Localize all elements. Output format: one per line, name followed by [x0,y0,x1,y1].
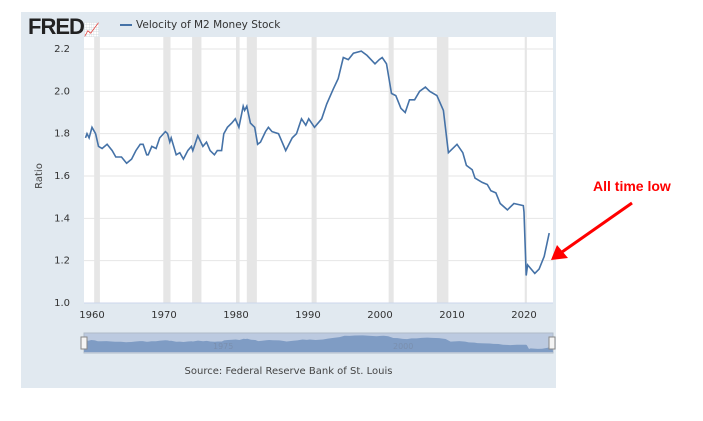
x-tick-label: 1960 [79,310,104,321]
legend-swatch [120,24,132,26]
y-tick-label: 1.8 [54,129,70,140]
navigator-right-handle[interactable] [548,336,556,350]
y-tick-label: 1.2 [54,256,70,267]
x-tick-label: 2020 [511,310,536,321]
recession-band [192,37,202,303]
x-tick-label: 2010 [439,310,464,321]
annotation-text: All time low [593,178,671,194]
recession-band [524,37,527,303]
recession-band [311,37,317,303]
recession-band [388,37,394,303]
x-tick-label: 2000 [367,310,392,321]
series-line [84,50,550,276]
recession-band [236,37,240,303]
legend-label: Velocity of M2 Money Stock [136,19,281,31]
recession-band [246,37,257,303]
fred-logo[interactable]: FRED📈 [28,14,100,40]
source-note: Source: Federal Reserve Bank of St. Loui… [184,366,393,377]
logo-text: FRED [28,14,85,39]
annotation-arrow [551,201,633,260]
navigator-left-handle[interactable] [80,336,88,350]
recession-band [163,37,171,303]
recession-band [436,37,449,303]
recession-band [94,37,100,303]
navigator-label: 2000 [393,342,413,351]
y-tick-label: 2.0 [54,86,70,97]
x-tick-label: 1990 [295,310,320,321]
y-tick-label: 1.6 [54,171,70,182]
y-axis-label: Ratio [34,163,45,189]
navigator[interactable]: 1975 2000 [80,332,556,354]
plot-area [84,37,553,303]
navigator-area [84,335,553,352]
logo-chart-icon: 📈 [83,22,100,37]
navigator-label: 1975 [213,342,233,351]
y-tick-label: 1.4 [54,213,70,224]
x-tick-label: 1980 [223,310,248,321]
y-tick-label: 2.2 [54,44,70,55]
chart-legend[interactable]: Velocity of M2 Money Stock [120,19,280,31]
x-tick-label: 1970 [151,310,176,321]
y-tick-label: 1.0 [54,298,70,309]
